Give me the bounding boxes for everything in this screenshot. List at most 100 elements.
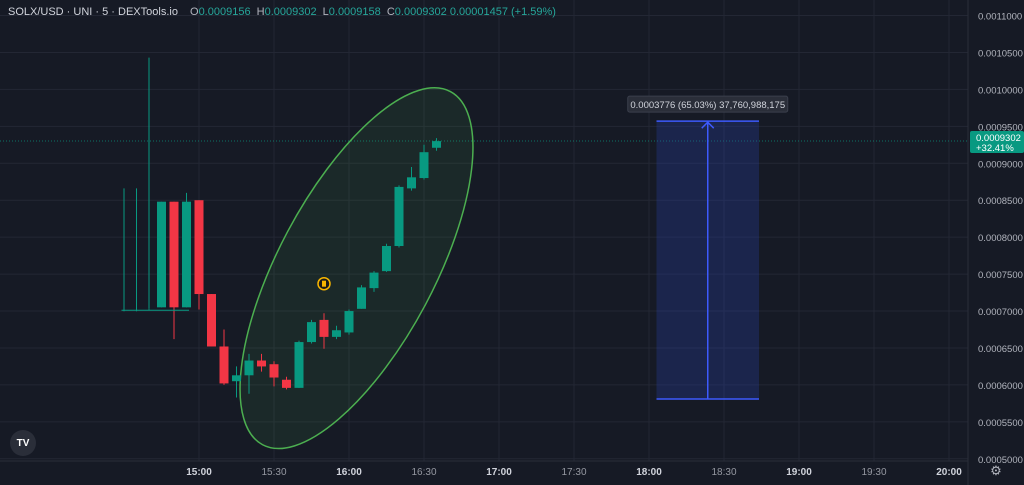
- x-tick-label: 16:30: [411, 467, 436, 478]
- candle: [194, 200, 204, 310]
- candle: [257, 353, 266, 372]
- candle-body: [282, 379, 291, 388]
- change-value: 0.00001457 (+1.59%): [449, 6, 556, 18]
- low-label: L: [322, 6, 329, 18]
- candle-body: [294, 342, 304, 388]
- candle: [282, 376, 291, 390]
- x-tick-label: 17:30: [561, 467, 586, 478]
- candle: [382, 243, 391, 272]
- y-tick-label: 0.0010000: [978, 85, 1023, 96]
- y-tick-label: 0.0005000: [978, 455, 1023, 466]
- candle: [169, 201, 179, 340]
- candle: [307, 319, 316, 344]
- candle: [394, 185, 404, 248]
- candle-body: [182, 201, 191, 308]
- x-tick-label: 15:00: [186, 467, 212, 478]
- candle-body: [194, 200, 204, 295]
- tradingview-logo-icon[interactable]: TV: [10, 430, 36, 456]
- highlight-ellipse: [239, 87, 474, 450]
- x-tick-label: 19:00: [786, 467, 812, 478]
- legend-header: SOLX/USD · UNI · 5 · DEXTools.io O0.0009…: [8, 6, 556, 18]
- y-tick-label: 0.0007500: [978, 270, 1023, 281]
- candle-body: [307, 322, 316, 343]
- candle: [419, 144, 429, 180]
- y-tick-label: 0.0010500: [978, 48, 1023, 59]
- candle-body: [407, 177, 416, 189]
- candle-body: [169, 201, 179, 308]
- candle-body: [148, 308, 150, 310]
- price-badge-change: +32.41%: [976, 143, 1014, 154]
- x-tick-label: 18:30: [711, 467, 736, 478]
- candle: [207, 294, 216, 347]
- candle: [344, 309, 354, 335]
- y-tick-label: 0.0011000: [978, 12, 1022, 23]
- price-badge-bg: [970, 130, 1024, 153]
- candle-body: [419, 152, 429, 179]
- candle: [294, 340, 304, 388]
- close-value: 0.0009302: [394, 6, 447, 18]
- candle-body: [369, 272, 379, 289]
- x-tick-label: 18:00: [636, 467, 662, 478]
- measure-label-bg: [627, 95, 789, 113]
- candle: [157, 201, 166, 308]
- candle-body: [319, 319, 329, 337]
- candle-body: [394, 186, 404, 247]
- candle: [269, 361, 279, 387]
- open-value: 0.0009156: [198, 6, 251, 18]
- x-tick-label: 20:00: [936, 467, 962, 478]
- y-tick-label: 0.0008500: [978, 196, 1023, 207]
- candle-body: [357, 287, 366, 309]
- y-tick-label: 0.0009000: [978, 159, 1023, 170]
- candle: [357, 285, 366, 309]
- candle-body: [244, 360, 254, 376]
- candle-body: [332, 330, 341, 337]
- candle-body: [232, 375, 241, 382]
- event-marker-icon: [317, 276, 331, 291]
- event-marker-dot: [322, 280, 326, 287]
- high-value: 0.0009302: [264, 6, 317, 18]
- close-label: C: [386, 6, 395, 18]
- x-tick-label: 19:30: [861, 467, 886, 478]
- gear-icon[interactable]: ⚙: [990, 463, 1002, 478]
- candle: [432, 138, 441, 151]
- candle: [219, 329, 229, 385]
- y-tick-label: 0.0007000: [978, 307, 1023, 318]
- candle-body: [344, 311, 354, 333]
- measure-label-text: 0.0003776 (65.03%) 37,760,988,175: [630, 100, 785, 111]
- candle: [136, 188, 137, 312]
- candle: [244, 353, 254, 394]
- y-tick-label: 0.0005500: [978, 418, 1023, 429]
- symbol-title[interactable]: SOLX/USD · UNI · 5 · DEXTools.io: [8, 6, 178, 18]
- y-tick-label: 0.0008000: [978, 233, 1023, 244]
- candle-body: [269, 364, 279, 378]
- candle: [319, 313, 329, 349]
- candle: [182, 192, 191, 308]
- open-label: O: [190, 6, 199, 18]
- candle-body: [219, 346, 229, 384]
- x-tick-label: 15:30: [261, 467, 286, 478]
- candle: [232, 366, 241, 398]
- candle-body: [207, 294, 216, 347]
- y-tick-label: 0.0009500: [978, 122, 1023, 133]
- measure-label: 0.0003776 (65.03%) 37,760,988,175: [627, 95, 789, 113]
- candle: [332, 325, 341, 340]
- candle-body: [382, 246, 391, 272]
- candle: [407, 166, 416, 191]
- x-tick-label: 17:00: [486, 467, 512, 478]
- candle: [123, 188, 125, 312]
- price-badge-value: 0.0009302: [976, 133, 1021, 144]
- candle-body: [257, 360, 266, 367]
- current-price-badge: 0.0009302+32.41%: [970, 130, 1024, 154]
- candle-body: [157, 201, 166, 308]
- measure-arrow-head: [701, 121, 715, 129]
- candle: [148, 57, 150, 310]
- low-value: 0.0009158: [328, 6, 381, 18]
- candle: [369, 271, 379, 292]
- y-tick-label: 0.0006500: [978, 344, 1023, 355]
- x-tick-label: 16:00: [336, 467, 362, 478]
- candle-body: [432, 141, 441, 148]
- high-label: H: [256, 6, 265, 18]
- y-tick-label: 0.0006000: [978, 381, 1023, 392]
